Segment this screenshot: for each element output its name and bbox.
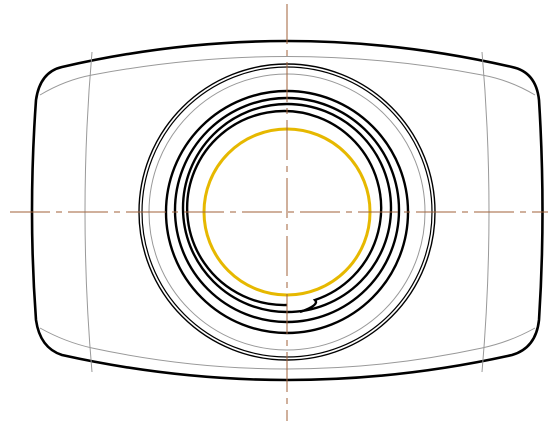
lens-spiral	[185, 109, 383, 314]
body-outline	[30, 39, 544, 382]
